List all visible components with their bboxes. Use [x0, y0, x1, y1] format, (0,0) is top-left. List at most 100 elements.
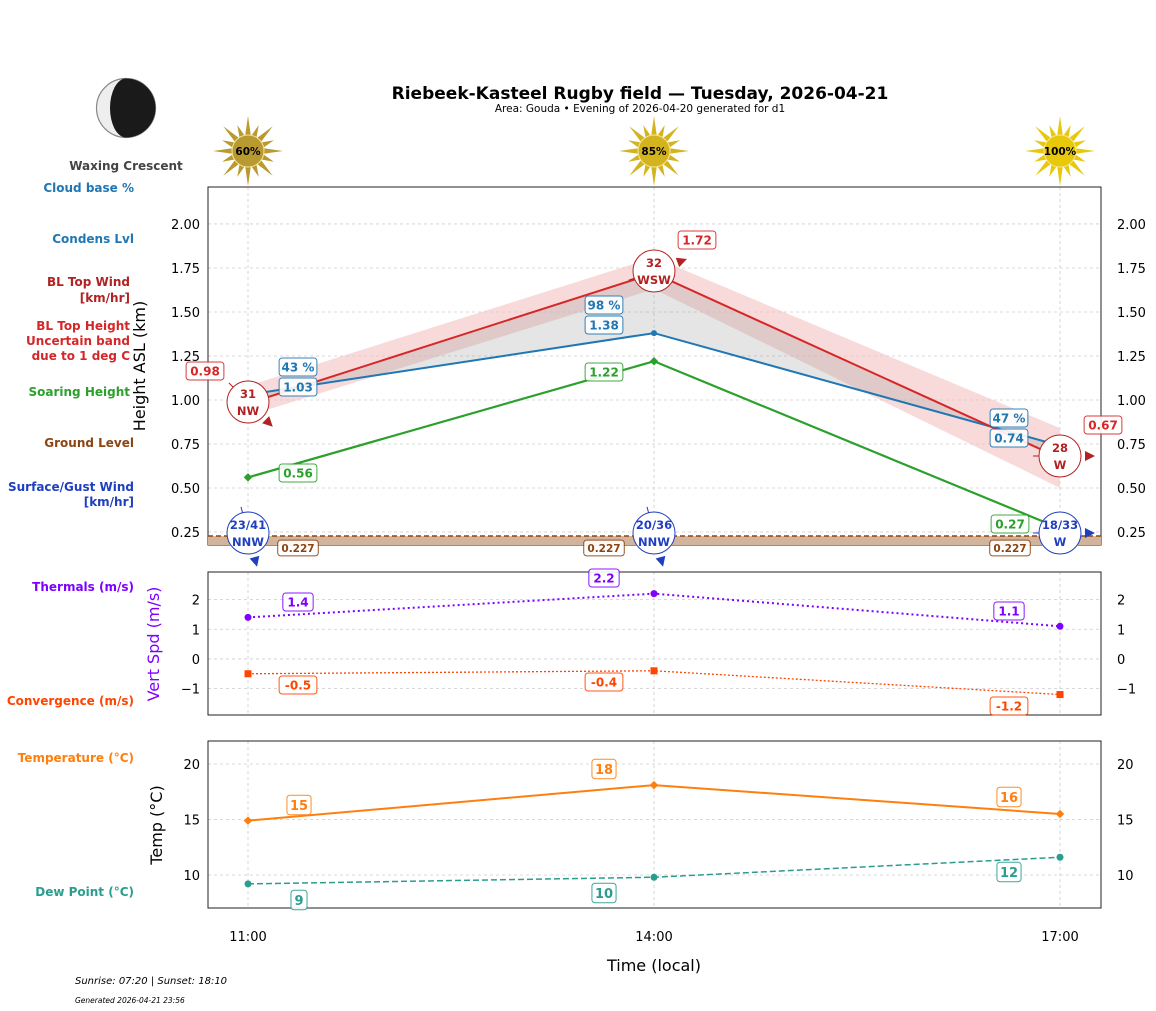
dew-point-label: 9	[290, 889, 308, 911]
y-tick-label: 10	[183, 869, 200, 884]
y-tick-label-right: 0.50	[1117, 482, 1146, 497]
moon-phase-label: Waxing Crescent	[69, 159, 183, 173]
svg-text:15: 15	[290, 799, 308, 814]
y-tick-label: 0	[192, 653, 200, 668]
svg-text:2.2: 2.2	[593, 572, 614, 586]
wind-arrow-icon	[249, 555, 260, 567]
y-tick-label-right: 0.25	[1117, 526, 1146, 541]
sun-icon: 85%	[619, 116, 689, 186]
svg-text:NNW: NNW	[232, 535, 264, 549]
svg-text:1.72: 1.72	[682, 234, 712, 248]
svg-text:0.74: 0.74	[994, 432, 1024, 446]
wind-arrow-icon	[262, 416, 273, 427]
y-tick-label: 2.00	[171, 218, 200, 233]
svg-text:-0.4: -0.4	[591, 676, 617, 690]
y-label-temp: Temp (°C)	[147, 785, 166, 865]
y-tick-label: 0.75	[171, 438, 200, 453]
temperature-label: 18	[591, 758, 617, 780]
cloud-pct-label: 43 %	[278, 357, 318, 377]
thermals-point	[244, 613, 252, 621]
convergence-label: -0.4	[584, 672, 624, 692]
cloud-pct-label: 47 %	[989, 408, 1029, 428]
generated-time: Generated 2026-04-21 23:56	[75, 996, 185, 1005]
bl-top-label: 0.67	[1083, 415, 1123, 435]
condens-label: 0.74	[989, 428, 1029, 448]
dew-point-point	[244, 880, 252, 888]
y-tick-label: 20	[183, 758, 200, 773]
condens-label: 1.03	[278, 377, 318, 397]
thermals-point	[650, 590, 658, 598]
svg-text:WSW: WSW	[637, 273, 671, 287]
svg-text:12: 12	[1000, 866, 1018, 881]
temperature-label: 16	[996, 786, 1022, 808]
legend-soaring: Soaring Height	[29, 385, 131, 399]
legend-bl-top-1: BL Top Height	[36, 319, 130, 333]
convergence-point	[1056, 691, 1064, 699]
sun-icon: 100%	[1025, 116, 1095, 186]
dew-point-point	[650, 873, 658, 881]
axes-frame	[207, 740, 1102, 909]
bl-top-uncertainty-band	[248, 257, 1060, 488]
wind-arrow-icon	[1085, 451, 1095, 461]
svg-text:23/41: 23/41	[230, 518, 266, 532]
chart-subtitle: Area: Gouda • Evening of 2026-04-20 gene…	[495, 103, 785, 115]
surface-wind-marker: 20/36 NNW	[632, 506, 676, 567]
y-tick-label: 1.00	[171, 394, 200, 409]
ground-label: 0.227	[277, 539, 319, 557]
ground-label: 0.227	[583, 539, 625, 557]
x-tick-label: 14:00	[635, 930, 672, 945]
y-tick-label-right: 1.00	[1117, 394, 1146, 409]
y-tick-label-right: 15	[1117, 814, 1134, 829]
soaring-point	[243, 473, 253, 482]
legend-cloud-base: Cloud base %	[43, 181, 134, 195]
moon-icon	[95, 77, 157, 139]
svg-text:-1.2: -1.2	[996, 700, 1022, 714]
wind-arrow-icon	[675, 257, 687, 268]
convergence-label: -1.2	[989, 696, 1029, 716]
wind-arrow-icon	[1085, 528, 1095, 538]
y-label-height: Height ASL (km)	[130, 301, 149, 431]
svg-text:32: 32	[646, 256, 662, 270]
svg-text:18/33: 18/33	[1042, 518, 1078, 532]
svg-text:9: 9	[294, 894, 303, 909]
y-tick-label-right: 1.25	[1117, 350, 1146, 365]
x-axis-label: Time (local)	[606, 956, 701, 975]
thermals-label: 1.4	[282, 592, 314, 612]
soaring-label: 1.22	[584, 362, 624, 382]
y-tick-label-right: 0.75	[1117, 438, 1146, 453]
sun-percent-label: 60%	[235, 146, 261, 158]
svg-text:18: 18	[595, 763, 613, 778]
convergence-line	[247, 670, 1061, 696]
svg-text:47 %: 47 %	[993, 412, 1026, 426]
y-tick-label-right: −1	[1117, 683, 1136, 698]
svg-text:NNW: NNW	[638, 535, 670, 549]
soaring-label: 0.56	[278, 463, 318, 483]
svg-text:W: W	[1054, 535, 1067, 549]
svg-text:20/36: 20/36	[636, 518, 672, 532]
y-tick-label: 0.25	[171, 526, 200, 541]
y-tick-label: 1.50	[171, 306, 200, 321]
temperature-label: 15	[286, 794, 312, 816]
svg-text:0.56: 0.56	[283, 467, 313, 481]
soaring-point	[649, 357, 659, 366]
svg-text:0.227: 0.227	[587, 543, 620, 555]
convergence-point	[650, 667, 658, 675]
y-tick-label: 15	[183, 814, 200, 829]
y-tick-label: 0.50	[171, 482, 200, 497]
y-tick-label: 1.25	[171, 350, 200, 365]
cloud-layer-fill	[248, 273, 1060, 459]
svg-text:1.22: 1.22	[589, 366, 619, 380]
svg-text:43 %: 43 %	[282, 361, 315, 375]
legend-surface-wind-2: [km/hr]	[84, 495, 134, 509]
y-tick-label: −1	[181, 683, 200, 698]
sun-icon: 60%	[213, 116, 283, 186]
wind-arrow-icon	[655, 555, 666, 567]
thermals-point	[1056, 622, 1064, 630]
chart-title: Riebeek-Kasteel Rugby field — Tuesday, 2…	[392, 84, 889, 104]
legend-bl-wind-2: [km/hr]	[80, 291, 130, 305]
legend-bl-top-3: due to 1 deg C	[32, 349, 131, 363]
convergence-point	[244, 670, 252, 678]
svg-text:28: 28	[1052, 441, 1068, 455]
svg-text:10: 10	[595, 887, 613, 902]
